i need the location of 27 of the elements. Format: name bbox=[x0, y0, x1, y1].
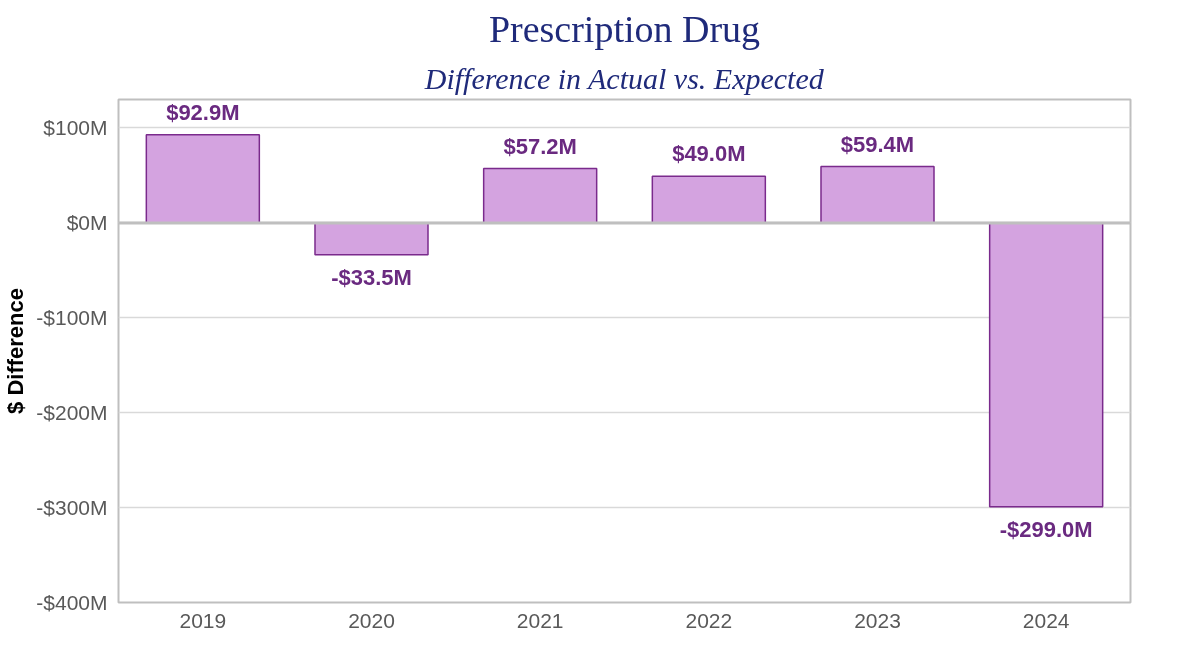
bar bbox=[314, 222, 429, 256]
x-tick-label: 2020 bbox=[348, 608, 395, 632]
x-tick-label: 2021 bbox=[516, 608, 564, 632]
data-label: $92.9M bbox=[166, 99, 240, 125]
y-tick-label: -$100M bbox=[36, 306, 108, 330]
data-label: -$299.0M bbox=[999, 516, 1093, 542]
chart-title: Prescription Drug bbox=[488, 7, 761, 50]
y-tick-label: $0M bbox=[66, 211, 108, 235]
data-label: $59.4M bbox=[840, 131, 915, 157]
chart-subtitle: Difference in Actual vs. Expected bbox=[423, 61, 825, 95]
y-tick-label: $100M bbox=[43, 116, 108, 140]
bar bbox=[482, 167, 598, 224]
y-axis-title: $ Difference bbox=[3, 288, 29, 414]
x-tick-label: 2024 bbox=[1022, 608, 1070, 632]
bar bbox=[651, 175, 767, 224]
x-tick-label: 2022 bbox=[685, 608, 733, 632]
y-tick-label: -$400M bbox=[36, 591, 108, 614]
bar bbox=[988, 222, 1104, 508]
x-tick-label: 2023 bbox=[854, 608, 901, 632]
data-label: $49.0M bbox=[672, 141, 746, 167]
y-tick-label: -$300M bbox=[36, 496, 108, 520]
data-label: $57.2M bbox=[503, 133, 577, 159]
bar bbox=[820, 165, 935, 224]
bar bbox=[145, 133, 261, 224]
data-label: -$33.5M bbox=[331, 264, 412, 290]
y-tick-label: -$200M bbox=[36, 401, 108, 425]
x-tick-label: 2019 bbox=[179, 608, 227, 632]
